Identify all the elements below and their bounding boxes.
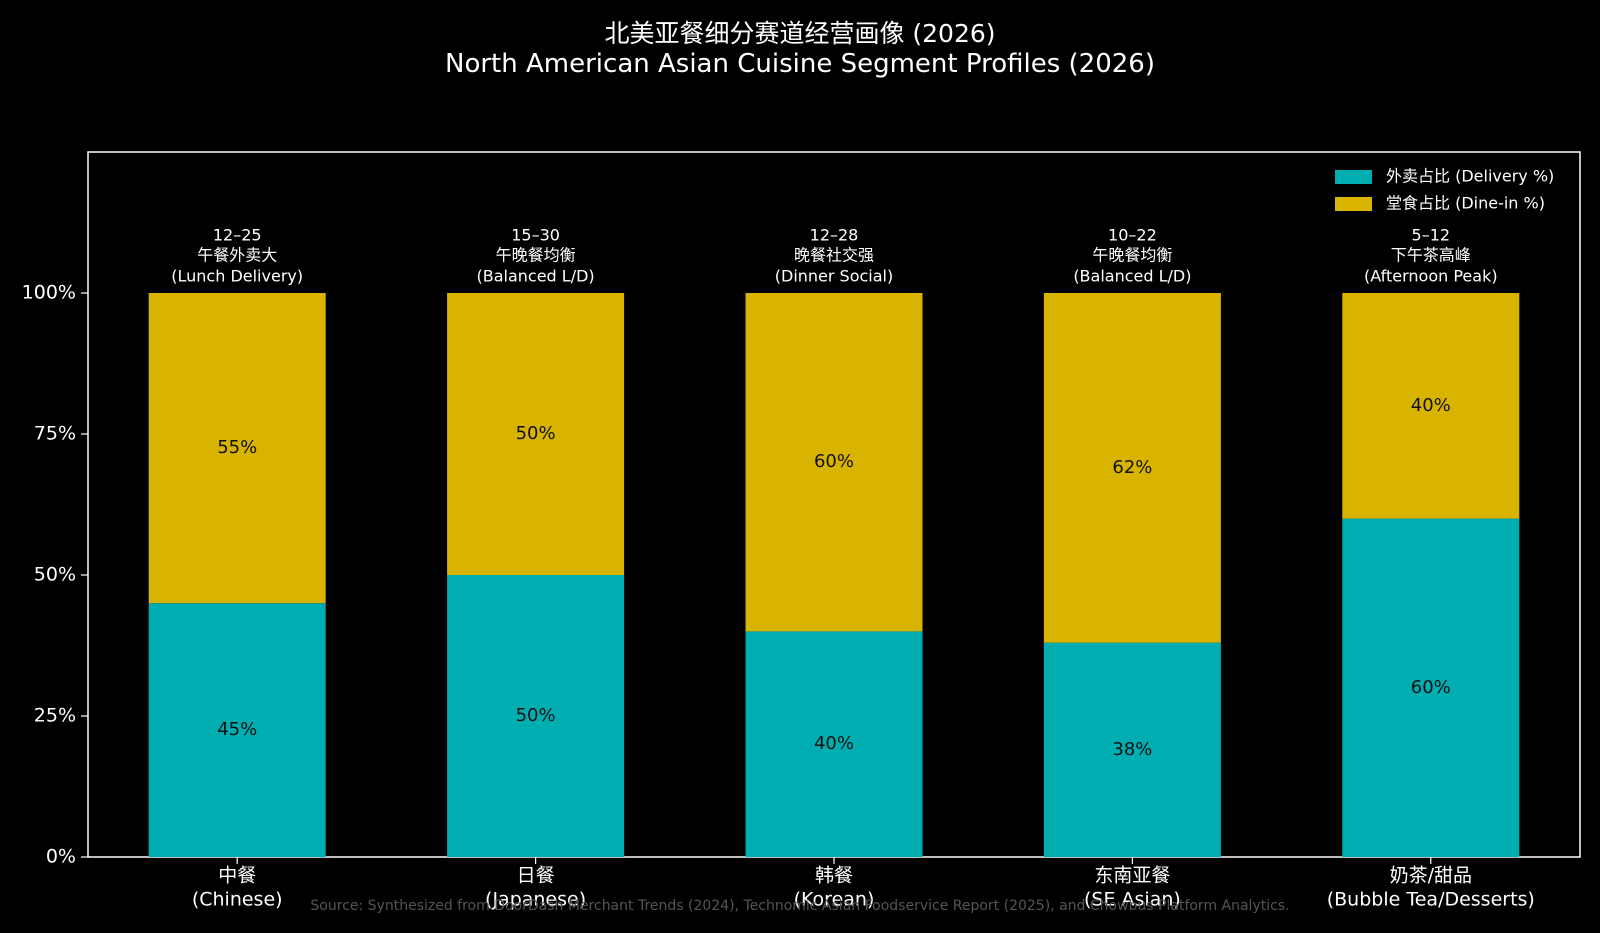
y-tick-label: 25%: [34, 705, 76, 727]
delivery-bar: [1342, 518, 1520, 857]
dine-in-bar: [447, 293, 625, 575]
dine-in-value-label: 55%: [217, 437, 257, 458]
x-tick-label-en: (SE Asian): [1084, 889, 1181, 911]
chart-title-en: North American Asian Cuisine Segment Pro…: [445, 49, 1155, 79]
delivery-value-label: 40%: [814, 733, 854, 754]
delivery-bar: [745, 631, 923, 857]
y-tick-label: 75%: [34, 423, 76, 445]
x-tick-label-en: (Bubble Tea/Desserts): [1327, 889, 1535, 911]
annotation-label-en: (Lunch Delivery): [171, 267, 303, 286]
annotation-label-en: (Afternoon Peak): [1364, 267, 1498, 286]
dine-in-value-label: 50%: [516, 423, 556, 444]
delivery-value-label: 60%: [1411, 677, 1451, 698]
x-tick-label-cn: 中餐: [218, 865, 256, 887]
dine-in-bar: [1043, 293, 1221, 643]
annotation-label-cn: 晚餐社交强: [794, 246, 874, 265]
x-tick-label-en: (Japanese): [485, 889, 586, 911]
y-tick-label: 50%: [34, 564, 76, 586]
annotation-price-range: 15–30: [511, 226, 560, 245]
dine-in-value-label: 40%: [1411, 395, 1451, 416]
delivery-bar: [1043, 642, 1221, 857]
delivery-value-label: 38%: [1112, 739, 1152, 760]
y-tick-label: 0%: [46, 846, 76, 868]
chart-title-cn: 北美亚餐细分赛道经营画像 (2026): [604, 19, 996, 48]
legend-swatch-dine-in: [1335, 197, 1372, 211]
delivery-bar: [447, 575, 625, 857]
annotation-label-en: (Balanced L/D): [1073, 267, 1191, 286]
annotation-price-range: 12–28: [810, 226, 859, 245]
dine-in-bar: [745, 293, 923, 632]
dine-in-bar: [1342, 293, 1520, 519]
annotation-price-range: 5–12: [1412, 226, 1451, 245]
annotation-price-range: 10–22: [1108, 226, 1157, 245]
annotation-label-cn: 午餐外卖大: [197, 246, 277, 265]
x-tick-label-en: (Chinese): [192, 889, 283, 911]
annotation-price-range: 12–25: [213, 226, 262, 245]
dine-in-value-label: 60%: [814, 451, 854, 472]
x-tick-label-cn: 东南亚餐: [1094, 865, 1170, 887]
source-note: Source: Synthesized from DoorDash Mercha…: [310, 898, 1290, 914]
dine-in-value-label: 62%: [1112, 457, 1152, 478]
dine-in-bar: [148, 293, 326, 604]
delivery-value-label: 45%: [217, 719, 257, 740]
x-tick-label-cn: 奶茶/甜品: [1390, 865, 1472, 887]
delivery-value-label: 50%: [516, 705, 556, 726]
x-tick-label-en: (Korean): [794, 889, 875, 911]
annotation-label-en: (Balanced L/D): [477, 267, 595, 286]
x-tick-label-cn: 日餐: [517, 865, 555, 887]
annotation-label-cn: 下午茶高峰: [1391, 246, 1471, 265]
annotation-label-cn: 午晚餐均衡: [496, 246, 576, 265]
delivery-bar: [148, 603, 326, 857]
y-tick-label: 100%: [22, 282, 76, 304]
annotation-label-cn: 午晚餐均衡: [1092, 246, 1172, 265]
x-tick-label-cn: 韩餐: [815, 865, 853, 887]
legend-swatch-delivery: [1335, 170, 1372, 184]
legend-label-dine-in: 堂食占比 (Dine-in %): [1386, 194, 1545, 213]
legend-label-delivery: 外卖占比 (Delivery %): [1386, 167, 1554, 186]
annotation-label-en: (Dinner Social): [775, 267, 893, 286]
